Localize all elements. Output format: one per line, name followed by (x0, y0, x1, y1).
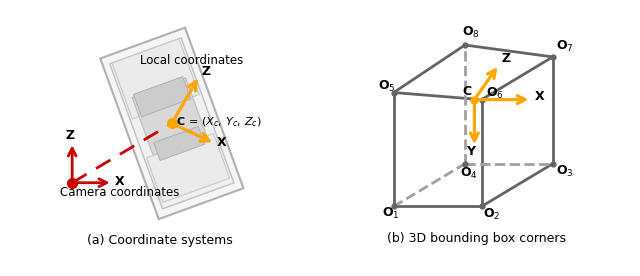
Text: Z: Z (65, 129, 74, 142)
Text: Z: Z (502, 52, 511, 65)
Text: X: X (217, 136, 227, 149)
Text: $\mathbf{O}_{6}$: $\mathbf{O}_{6}$ (486, 86, 504, 101)
Text: $\mathbf{O}_{8}$: $\mathbf{O}_{8}$ (462, 25, 480, 40)
Text: (a) Coordinate systems: (a) Coordinate systems (87, 234, 233, 247)
Text: $\mathbf{C}$: $\mathbf{C}$ (462, 85, 472, 98)
Text: Y: Y (466, 145, 475, 158)
Text: $\mathbf{O}_{4}$: $\mathbf{O}_{4}$ (460, 166, 478, 181)
Text: X: X (535, 90, 545, 103)
Polygon shape (110, 38, 234, 209)
Text: Z: Z (201, 65, 210, 78)
Text: Camera coordinates: Camera coordinates (60, 186, 180, 199)
Polygon shape (100, 28, 243, 219)
Polygon shape (112, 39, 199, 119)
Polygon shape (154, 126, 205, 160)
Text: $\mathbf{O}_{3}$: $\mathbf{O}_{3}$ (556, 163, 574, 179)
Text: X: X (115, 175, 125, 188)
Text: Local coordinates: Local coordinates (140, 54, 244, 67)
Polygon shape (132, 78, 207, 155)
Text: $\mathbf{O}_{7}$: $\mathbf{O}_{7}$ (556, 39, 574, 54)
Text: $\mathbf{O}_{1}$: $\mathbf{O}_{1}$ (382, 206, 399, 221)
Text: $\mathbf{O}_{5}$: $\mathbf{O}_{5}$ (378, 79, 396, 94)
Text: (b) 3D bounding box corners: (b) 3D bounding box corners (387, 232, 566, 245)
Polygon shape (147, 134, 230, 203)
Polygon shape (134, 76, 191, 117)
Text: $\mathbf{C}$$\,=\,(X_c,\,Y_c,\,Z_c)$: $\mathbf{C}$$\,=\,(X_c,\,Y_c,\,Z_c)$ (176, 115, 262, 129)
Text: $\mathbf{O}_{2}$: $\mathbf{O}_{2}$ (483, 207, 500, 222)
